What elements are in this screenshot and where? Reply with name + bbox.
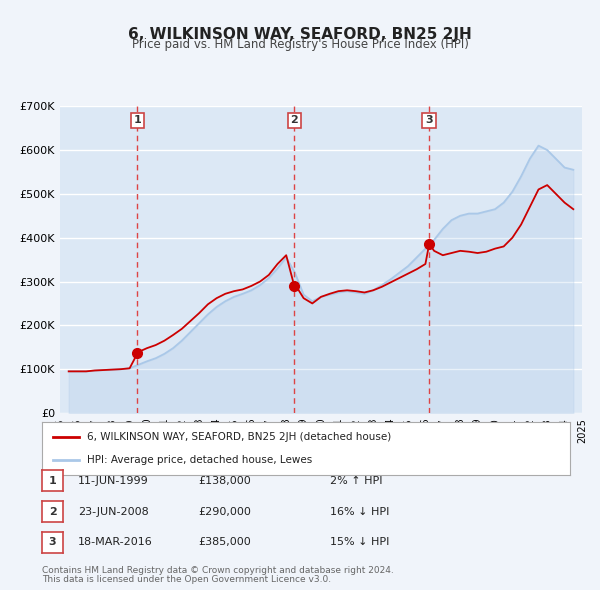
Text: 2: 2 xyxy=(49,507,56,516)
Text: £138,000: £138,000 xyxy=(198,476,251,486)
Text: 16% ↓ HPI: 16% ↓ HPI xyxy=(330,507,389,516)
Text: £290,000: £290,000 xyxy=(198,507,251,516)
Text: 11-JUN-1999: 11-JUN-1999 xyxy=(78,476,149,486)
Text: 18-MAR-2016: 18-MAR-2016 xyxy=(78,537,153,547)
Text: This data is licensed under the Open Government Licence v3.0.: This data is licensed under the Open Gov… xyxy=(42,575,331,584)
Text: 2% ↑ HPI: 2% ↑ HPI xyxy=(330,476,383,486)
Text: 1: 1 xyxy=(49,476,56,486)
Text: HPI: Average price, detached house, Lewes: HPI: Average price, detached house, Lewe… xyxy=(87,455,312,465)
Text: Contains HM Land Registry data © Crown copyright and database right 2024.: Contains HM Land Registry data © Crown c… xyxy=(42,566,394,575)
Text: 23-JUN-2008: 23-JUN-2008 xyxy=(78,507,149,516)
Text: 1: 1 xyxy=(133,116,141,126)
Text: £385,000: £385,000 xyxy=(198,537,251,547)
Text: 15% ↓ HPI: 15% ↓ HPI xyxy=(330,537,389,547)
Text: 6, WILKINSON WAY, SEAFORD, BN25 2JH (detached house): 6, WILKINSON WAY, SEAFORD, BN25 2JH (det… xyxy=(87,432,391,442)
Text: 6, WILKINSON WAY, SEAFORD, BN25 2JH: 6, WILKINSON WAY, SEAFORD, BN25 2JH xyxy=(128,27,472,41)
Text: 2: 2 xyxy=(290,116,298,126)
Text: 3: 3 xyxy=(425,116,433,126)
Text: Price paid vs. HM Land Registry's House Price Index (HPI): Price paid vs. HM Land Registry's House … xyxy=(131,38,469,51)
Text: 3: 3 xyxy=(49,537,56,547)
